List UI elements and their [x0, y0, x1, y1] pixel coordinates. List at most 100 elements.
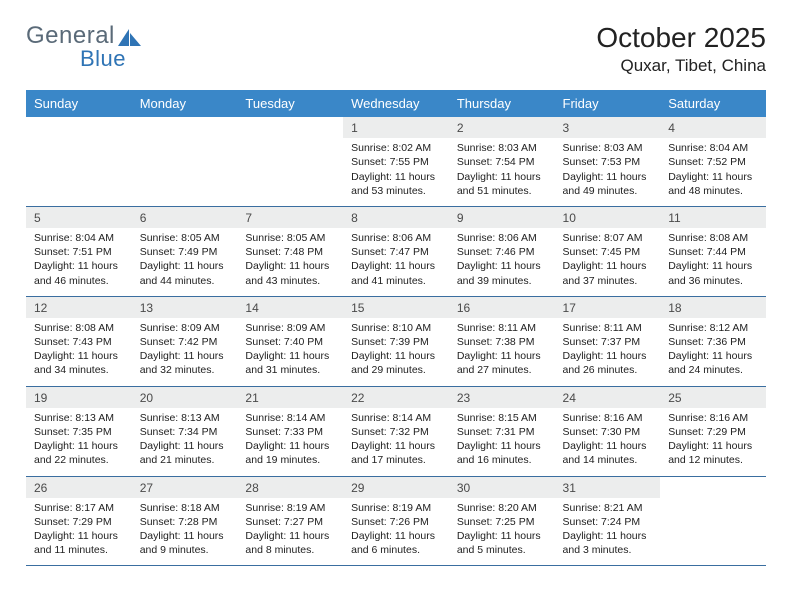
- weekday-header: Friday: [555, 90, 661, 117]
- day-number-cell: 31: [555, 476, 661, 498]
- day-detail-cell: Sunrise: 8:18 AMSunset: 7:28 PMDaylight:…: [132, 498, 238, 566]
- day-sr: Sunrise: 8:10 AM: [351, 321, 441, 335]
- day-number-cell: 17: [555, 296, 661, 318]
- day-detail-cell: Sunrise: 8:06 AMSunset: 7:46 PMDaylight:…: [449, 228, 555, 296]
- weekday-header: Wednesday: [343, 90, 449, 117]
- day-ss: Sunset: 7:55 PM: [351, 155, 441, 169]
- day-number-cell: 29: [343, 476, 449, 498]
- month-title: October 2025: [596, 22, 766, 54]
- day-d1: Daylight: 11 hours: [457, 170, 547, 184]
- day-d2: and 21 minutes.: [140, 453, 230, 467]
- day-d1: Daylight: 11 hours: [563, 529, 653, 543]
- weekday-header: Tuesday: [237, 90, 343, 117]
- day-number-cell: [660, 476, 766, 498]
- day-sr: Sunrise: 8:16 AM: [563, 411, 653, 425]
- day-ss: Sunset: 7:34 PM: [140, 425, 230, 439]
- day-d1: Daylight: 11 hours: [563, 349, 653, 363]
- day-number-row: 1234: [26, 117, 766, 138]
- day-detail-cell: Sunrise: 8:04 AMSunset: 7:51 PMDaylight:…: [26, 228, 132, 296]
- day-number-cell: [132, 117, 238, 138]
- day-number-cell: 8: [343, 206, 449, 228]
- day-detail-cell: Sunrise: 8:16 AMSunset: 7:30 PMDaylight:…: [555, 408, 661, 476]
- day-ss: Sunset: 7:44 PM: [668, 245, 758, 259]
- day-d2: and 29 minutes.: [351, 363, 441, 377]
- day-d2: and 26 minutes.: [563, 363, 653, 377]
- day-number-cell: 7: [237, 206, 343, 228]
- day-ss: Sunset: 7:29 PM: [34, 515, 124, 529]
- day-detail-cell: Sunrise: 8:19 AMSunset: 7:26 PMDaylight:…: [343, 498, 449, 566]
- day-number-cell: 2: [449, 117, 555, 138]
- day-d2: and 36 minutes.: [668, 274, 758, 288]
- day-ss: Sunset: 7:35 PM: [34, 425, 124, 439]
- day-number-cell: 11: [660, 206, 766, 228]
- day-sr: Sunrise: 8:05 AM: [140, 231, 230, 245]
- day-d1: Daylight: 11 hours: [457, 259, 547, 273]
- day-sr: Sunrise: 8:06 AM: [351, 231, 441, 245]
- day-detail-cell: Sunrise: 8:13 AMSunset: 7:34 PMDaylight:…: [132, 408, 238, 476]
- day-d1: Daylight: 11 hours: [563, 439, 653, 453]
- day-d1: Daylight: 11 hours: [34, 529, 124, 543]
- day-d1: Daylight: 11 hours: [140, 439, 230, 453]
- day-d2: and 48 minutes.: [668, 184, 758, 198]
- day-number-cell: 24: [555, 386, 661, 408]
- day-sr: Sunrise: 8:03 AM: [563, 141, 653, 155]
- day-sr: Sunrise: 8:11 AM: [563, 321, 653, 335]
- day-d1: Daylight: 11 hours: [140, 259, 230, 273]
- day-sr: Sunrise: 8:15 AM: [457, 411, 547, 425]
- day-ss: Sunset: 7:42 PM: [140, 335, 230, 349]
- day-number-cell: 26: [26, 476, 132, 498]
- day-sr: Sunrise: 8:12 AM: [668, 321, 758, 335]
- day-detail-cell: Sunrise: 8:06 AMSunset: 7:47 PMDaylight:…: [343, 228, 449, 296]
- day-number-cell: 27: [132, 476, 238, 498]
- day-detail-cell: Sunrise: 8:14 AMSunset: 7:32 PMDaylight:…: [343, 408, 449, 476]
- day-sr: Sunrise: 8:16 AM: [668, 411, 758, 425]
- day-detail-cell: Sunrise: 8:19 AMSunset: 7:27 PMDaylight:…: [237, 498, 343, 566]
- day-number-cell: 19: [26, 386, 132, 408]
- day-detail-cell: Sunrise: 8:02 AMSunset: 7:55 PMDaylight:…: [343, 138, 449, 206]
- day-detail-cell: Sunrise: 8:04 AMSunset: 7:52 PMDaylight:…: [660, 138, 766, 206]
- day-d1: Daylight: 11 hours: [351, 529, 441, 543]
- day-detail-cell: Sunrise: 8:15 AMSunset: 7:31 PMDaylight:…: [449, 408, 555, 476]
- day-d2: and 46 minutes.: [34, 274, 124, 288]
- day-d1: Daylight: 11 hours: [245, 349, 335, 363]
- day-d2: and 5 minutes.: [457, 543, 547, 557]
- day-detail-cell: Sunrise: 8:21 AMSunset: 7:24 PMDaylight:…: [555, 498, 661, 566]
- day-sr: Sunrise: 8:20 AM: [457, 501, 547, 515]
- day-number-row: 19202122232425: [26, 386, 766, 408]
- day-ss: Sunset: 7:53 PM: [563, 155, 653, 169]
- weekday-header: Saturday: [660, 90, 766, 117]
- day-sr: Sunrise: 8:14 AM: [245, 411, 335, 425]
- calendar-table: Sunday Monday Tuesday Wednesday Thursday…: [26, 90, 766, 566]
- day-ss: Sunset: 7:54 PM: [457, 155, 547, 169]
- day-d2: and 34 minutes.: [34, 363, 124, 377]
- day-detail-cell: Sunrise: 8:13 AMSunset: 7:35 PMDaylight:…: [26, 408, 132, 476]
- day-ss: Sunset: 7:49 PM: [140, 245, 230, 259]
- day-sr: Sunrise: 8:11 AM: [457, 321, 547, 335]
- day-d1: Daylight: 11 hours: [457, 349, 547, 363]
- day-d2: and 11 minutes.: [34, 543, 124, 557]
- day-detail-row: Sunrise: 8:13 AMSunset: 7:35 PMDaylight:…: [26, 408, 766, 476]
- day-ss: Sunset: 7:33 PM: [245, 425, 335, 439]
- day-number-cell: 18: [660, 296, 766, 318]
- day-ss: Sunset: 7:40 PM: [245, 335, 335, 349]
- day-number-cell: 14: [237, 296, 343, 318]
- day-ss: Sunset: 7:43 PM: [34, 335, 124, 349]
- day-detail-cell: Sunrise: 8:20 AMSunset: 7:25 PMDaylight:…: [449, 498, 555, 566]
- day-detail-cell: Sunrise: 8:09 AMSunset: 7:42 PMDaylight:…: [132, 318, 238, 386]
- day-ss: Sunset: 7:52 PM: [668, 155, 758, 169]
- day-d2: and 51 minutes.: [457, 184, 547, 198]
- day-number-cell: 15: [343, 296, 449, 318]
- day-d1: Daylight: 11 hours: [140, 529, 230, 543]
- day-sr: Sunrise: 8:14 AM: [351, 411, 441, 425]
- day-detail-cell: Sunrise: 8:03 AMSunset: 7:53 PMDaylight:…: [555, 138, 661, 206]
- day-detail-cell: Sunrise: 8:11 AMSunset: 7:37 PMDaylight:…: [555, 318, 661, 386]
- day-number-cell: 10: [555, 206, 661, 228]
- day-number-cell: 20: [132, 386, 238, 408]
- day-ss: Sunset: 7:39 PM: [351, 335, 441, 349]
- day-number-cell: 3: [555, 117, 661, 138]
- day-number-row: 12131415161718: [26, 296, 766, 318]
- weekday-header: Sunday: [26, 90, 132, 117]
- day-d1: Daylight: 11 hours: [563, 170, 653, 184]
- day-ss: Sunset: 7:27 PM: [245, 515, 335, 529]
- day-detail-row: Sunrise: 8:04 AMSunset: 7:51 PMDaylight:…: [26, 228, 766, 296]
